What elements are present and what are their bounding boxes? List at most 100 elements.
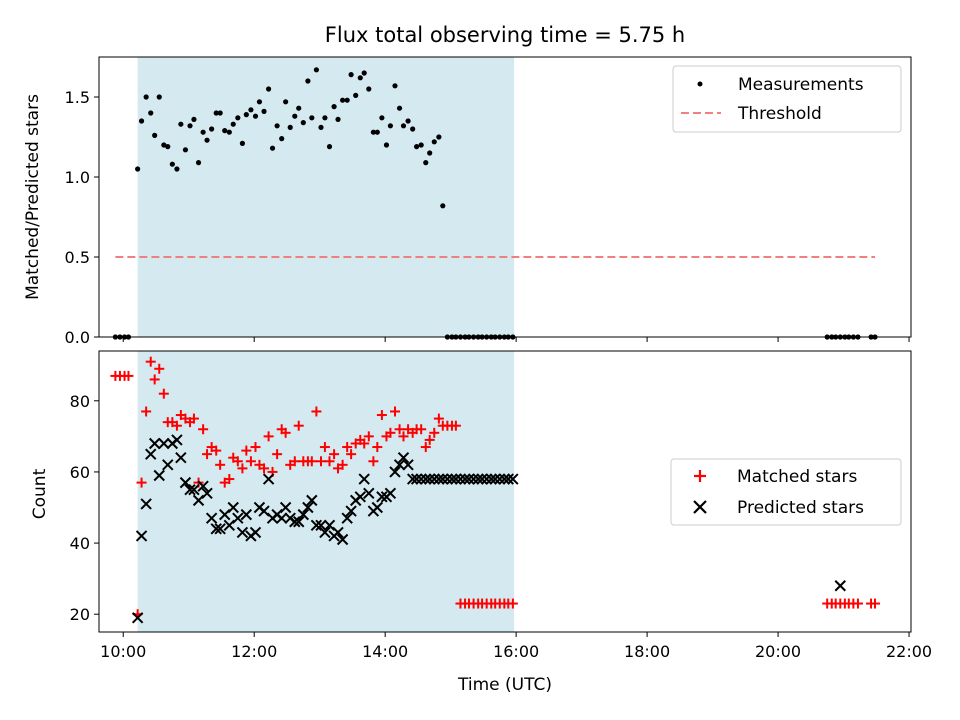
measurements-point <box>340 97 346 103</box>
measurements-point <box>152 132 158 138</box>
predicted-stars-point <box>232 512 244 524</box>
predicted-stars-point <box>175 452 187 464</box>
predicted-stars-point <box>302 501 314 514</box>
measurements-point <box>366 86 372 92</box>
measurements-point <box>243 112 249 118</box>
matched-stars-point <box>272 449 283 460</box>
measurements-point <box>418 142 424 148</box>
predicted-stars-point <box>140 498 152 510</box>
panel-bottom-frame <box>98 350 912 633</box>
panel-top-frame <box>98 56 912 338</box>
matched-stars-point <box>342 442 353 453</box>
measurements-point <box>261 108 267 114</box>
measurements-point <box>156 94 162 100</box>
matched-stars-point <box>869 598 880 609</box>
matched-stars-point <box>324 456 335 467</box>
measurements-point <box>256 99 263 105</box>
matched-stars-point <box>263 431 274 442</box>
matched-stars-point <box>389 406 400 417</box>
predicted-stars-point <box>384 487 397 499</box>
predicted-stars-point <box>498 473 511 485</box>
matched-stars-point <box>372 442 383 453</box>
predicted-stars-point <box>354 491 366 503</box>
predicted-stars-point <box>437 473 449 485</box>
measurements-point <box>357 75 363 81</box>
predicted-stars-point <box>201 487 213 499</box>
matched-stars-point <box>198 424 209 435</box>
bottom-y-tick-label: 60 <box>70 463 90 482</box>
measurements-point <box>274 123 280 129</box>
matched-stars-point <box>149 374 160 385</box>
measurements-point <box>427 150 433 156</box>
predicted-stars-point <box>446 473 458 485</box>
measurements-point <box>313 67 320 73</box>
legend-predicted-marker <box>693 500 707 514</box>
matched-stars-point <box>420 442 431 453</box>
predicted-stars-point <box>158 437 170 450</box>
measurements-point <box>235 115 241 121</box>
top-y-tick-label: 0.5 <box>65 248 90 267</box>
legend-measurements-label: Measurements <box>738 75 864 95</box>
measurements-point <box>169 161 175 167</box>
predicted-stars-point <box>306 494 318 507</box>
measurements-point <box>379 115 385 121</box>
predicted-stars-point <box>433 473 445 485</box>
panel-top-span <box>137 57 515 337</box>
predicted-stars-point <box>236 526 249 539</box>
matched-stars-point <box>141 406 152 417</box>
predicted-stars-point <box>341 512 353 524</box>
measurements-point <box>182 147 189 153</box>
bottom-legend-box <box>670 458 902 526</box>
measurements-point <box>191 116 197 122</box>
legend-matched-label: Matched stars <box>737 467 857 487</box>
predicted-stars-point <box>240 508 253 521</box>
measurements-point <box>204 137 210 143</box>
matched-stars-point <box>171 420 182 431</box>
predicted-stars-point <box>480 473 493 485</box>
predicted-stars-point <box>428 473 440 485</box>
measurements-point <box>410 126 416 132</box>
measurements-point <box>396 105 403 111</box>
matched-stars-point <box>215 459 226 470</box>
predicted-stars-point <box>184 484 196 496</box>
predicted-stars-point <box>441 473 454 485</box>
measurements-point <box>178 121 184 127</box>
predicted-stars-point <box>332 526 344 539</box>
measurements-point <box>353 92 359 98</box>
bottom-x-tick-label: 12:00 <box>231 642 277 661</box>
measurements-point <box>413 144 420 150</box>
predicted-stars-point <box>389 466 401 478</box>
bottom-x-tick-label: 14:00 <box>362 642 408 661</box>
predicted-stars-point <box>293 516 305 528</box>
measurements-point <box>135 166 141 172</box>
measurements-point <box>213 110 219 116</box>
matched-stars-point <box>385 427 396 438</box>
predicted-stars-point <box>454 473 467 485</box>
measurements-point <box>331 104 337 110</box>
matched-stars-point <box>250 442 261 453</box>
predicted-stars-point <box>319 526 331 539</box>
matched-stars-point <box>289 456 300 467</box>
matched-stars-point <box>293 420 304 431</box>
matched-stars-point <box>424 434 435 445</box>
matched-stars-point <box>123 370 134 381</box>
panel-bottom-span <box>137 351 515 632</box>
measurements-point <box>387 123 394 129</box>
top-y-tick-label: 1.5 <box>65 88 90 107</box>
measurements-point <box>138 118 145 124</box>
predicted-stars-point <box>275 512 288 524</box>
measurements-point <box>222 128 228 134</box>
measurements-point <box>226 129 232 135</box>
bottom-y-tick-label: 80 <box>70 392 90 411</box>
legend-threshold-label: Threshold <box>737 104 822 124</box>
measurements-point <box>370 129 376 135</box>
predicted-stars-point <box>297 508 310 521</box>
measurements-point <box>348 72 354 78</box>
predicted-stars-point <box>279 501 292 514</box>
predicted-stars-point <box>467 473 480 485</box>
measurements-point <box>374 129 380 135</box>
measurements-point <box>252 113 259 119</box>
matched-stars-point <box>224 474 235 485</box>
measurements-point <box>361 70 367 76</box>
matched-stars-point <box>280 427 291 438</box>
